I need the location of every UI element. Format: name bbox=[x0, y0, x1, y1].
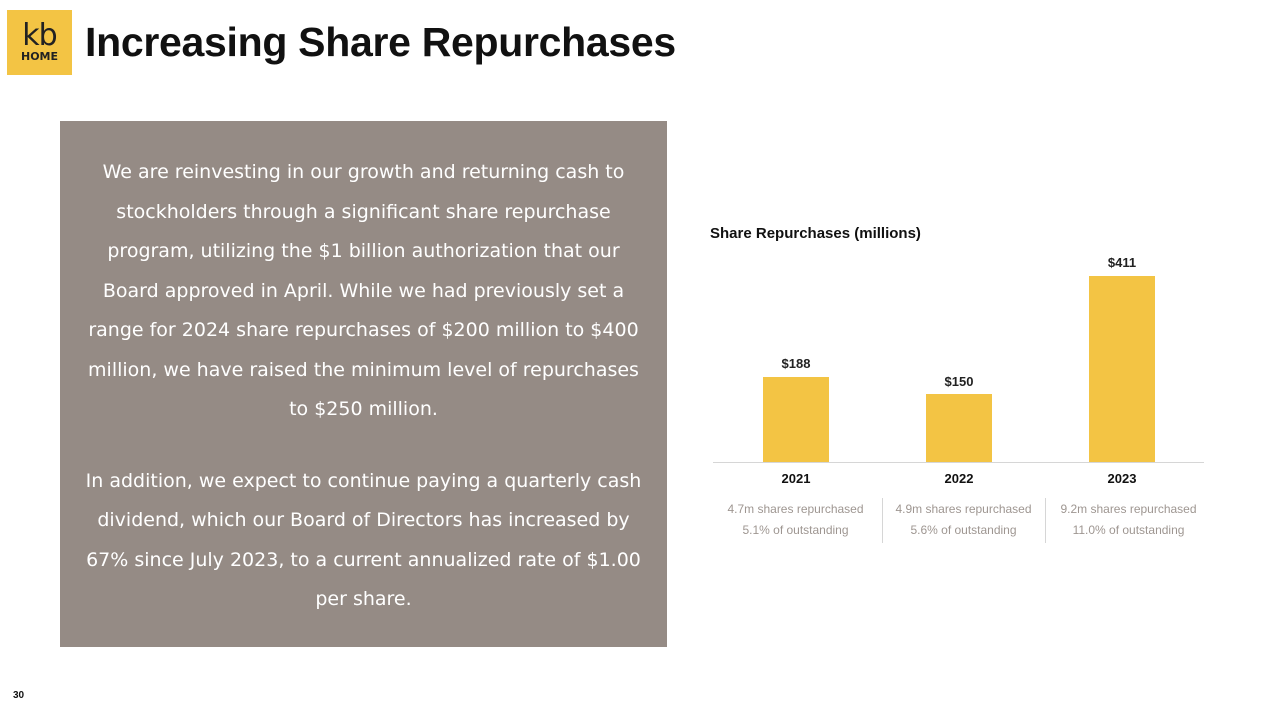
page-number: 30 bbox=[13, 690, 25, 701]
note-2021-shares: 4.7m shares repurchased bbox=[727, 502, 864, 516]
page-title: Increasing Share Repurchases bbox=[85, 19, 676, 65]
note-2022-pct: 5.6% of outstanding bbox=[910, 523, 1017, 537]
note-divider bbox=[882, 498, 883, 543]
chart-title: Share Repurchases (millions) bbox=[710, 225, 921, 242]
commentary-paragraph-2: In addition, we expect to continue payin… bbox=[85, 469, 642, 611]
bar-2021 bbox=[763, 377, 829, 462]
bar-value-2022: $150 bbox=[944, 374, 974, 389]
x-label-2021: 2021 bbox=[781, 471, 811, 486]
x-label-2022: 2022 bbox=[944, 471, 974, 486]
commentary-panel: We are reinvesting in our growth and ret… bbox=[60, 121, 667, 647]
note-2021: 4.7m shares repurchased 5.1% of outstand… bbox=[714, 499, 877, 541]
logo-kb-text: kb bbox=[22, 18, 57, 53]
bar-value-2023: $411 bbox=[1107, 255, 1137, 270]
bar-2022 bbox=[926, 394, 992, 462]
x-axis-line bbox=[713, 462, 1204, 463]
logo-home-text: HOME bbox=[20, 50, 59, 63]
note-2022-shares: 4.9m shares repurchased bbox=[895, 502, 1032, 516]
x-label-2023: 2023 bbox=[1107, 471, 1137, 486]
bar-value-2021: $188 bbox=[781, 356, 811, 371]
note-2021-pct: 5.1% of outstanding bbox=[742, 523, 849, 537]
commentary-paragraph-1: We are reinvesting in our growth and ret… bbox=[88, 161, 639, 420]
bar-2023 bbox=[1089, 276, 1155, 462]
note-2022: 4.9m shares repurchased 5.6% of outstand… bbox=[882, 499, 1045, 541]
note-2023-shares: 9.2m shares repurchased bbox=[1060, 502, 1197, 516]
kb-home-logo: kb HOME bbox=[7, 10, 72, 75]
note-2023: 9.2m shares repurchased 11.0% of outstan… bbox=[1047, 499, 1210, 541]
note-divider bbox=[1045, 498, 1046, 543]
note-2023-pct: 11.0% of outstanding bbox=[1072, 523, 1185, 537]
